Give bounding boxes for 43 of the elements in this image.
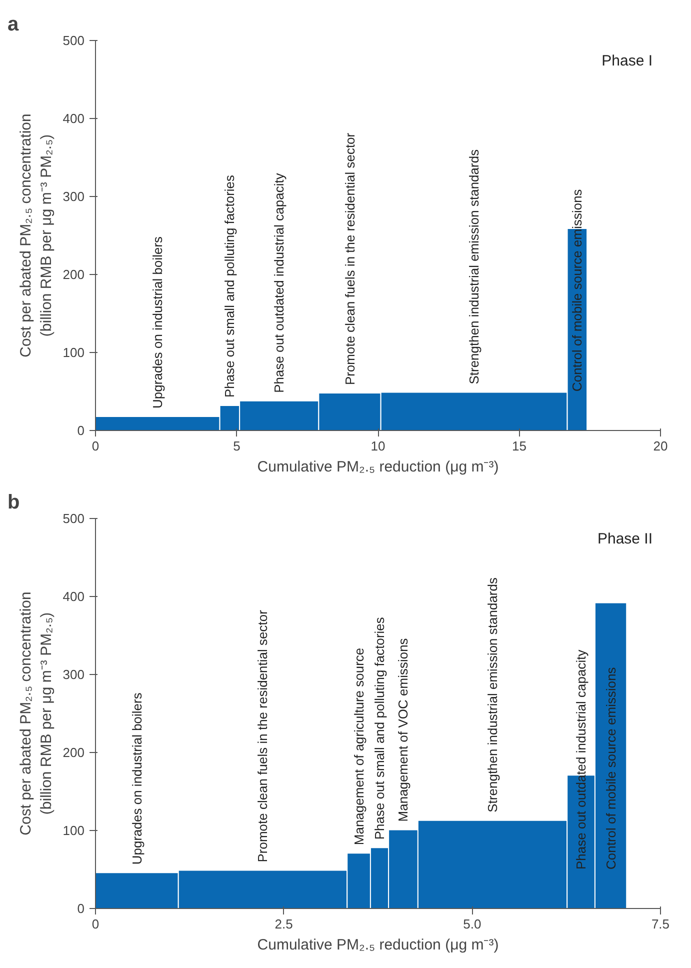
annotation: Management of VOC emissions (396, 638, 411, 822)
y-tick-label: 100 (62, 823, 85, 838)
x-tick-label: 5.0 (463, 916, 482, 932)
annotation: Strengthen industrial emission standards (466, 148, 482, 384)
annotation: Phase I (602, 52, 653, 70)
annotation: Phase out outdated industrial capacity (272, 172, 287, 393)
x-tick-label: 10 (370, 438, 386, 454)
annotation: Control of mobile source emissions (570, 188, 585, 392)
y-tick-label: 500 (62, 33, 85, 48)
annotation: Phase II (597, 530, 653, 548)
x-tick-label: 2.5 (274, 916, 293, 932)
y-tick-label: 0 (77, 901, 85, 916)
y-tick-label: 200 (62, 745, 85, 760)
y-tick-label: 400 (62, 589, 85, 604)
chart-title: a (8, 14, 20, 36)
y-tick-label: 100 (62, 345, 85, 360)
annotation: Strengthen industrial emission standards (485, 577, 500, 812)
y-tick-label: 0 (77, 423, 85, 438)
y-tick-label: 300 (62, 667, 85, 682)
y-tick-label: 300 (62, 189, 85, 204)
chart-title: b (8, 492, 20, 514)
x-tick-label: 5 (233, 438, 240, 454)
y-axis-title: Cost per abated PM₂.₅ concentration (billion RMB per μg m⁻³ PM₂.₅) (17, 114, 55, 358)
annotation: Phase out outdated industrial capacity (574, 649, 589, 870)
x-tick-label: 0 (92, 916, 100, 932)
annotation: Promote clean fuels in the residential sector (342, 132, 358, 386)
annotation: Phase out small and polluting factories (372, 616, 388, 840)
x-tick-label: 7.5 (651, 916, 670, 932)
x-tick-label: 0 (92, 438, 100, 454)
y-axis-title: Cost per abated PM₂.₅ concentration (billion RMB per μg m⁻³ PM₂.₅) (17, 592, 55, 836)
y-tick-label: 500 (62, 511, 85, 526)
annotation: Management of agriculture source (351, 648, 366, 846)
x-axis-title: Cumulative PM₂.₅ reduction (μg m⁻³) (257, 458, 499, 476)
annotation: Control of mobile source emissions (603, 666, 618, 870)
x-tick-label: 15 (512, 438, 526, 454)
annotation: Phase out small and polluting factories (222, 174, 238, 398)
annotation: Upgrades on industrial boilers (150, 236, 166, 408)
annotation: Upgrades on industrial boilers (129, 692, 144, 865)
y-tick-label: 200 (62, 267, 85, 282)
annotation: Promote clean fuels in the residential sector (255, 609, 270, 862)
x-tick-label: 20 (653, 438, 668, 454)
y-tick-label: 400 (62, 111, 85, 126)
x-axis-title: Cumulative PM₂.₅ reduction (μg m⁻³) (257, 936, 499, 954)
